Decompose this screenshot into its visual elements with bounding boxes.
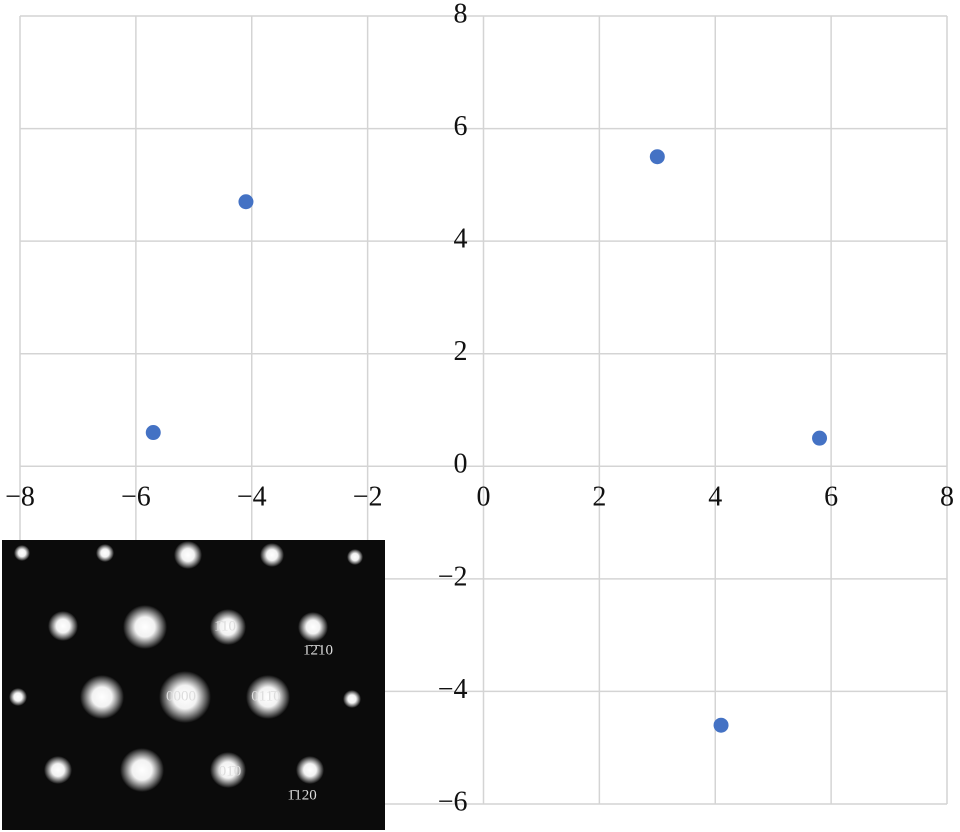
y-tick-label: 6 xyxy=(454,111,468,142)
inset-label: 1̄120 xyxy=(287,787,316,803)
y-tick-label: −6 xyxy=(438,786,468,817)
data-point xyxy=(713,717,729,733)
x-tick-label: 2 xyxy=(592,482,606,513)
inset-label: 1̄10 xyxy=(214,618,236,634)
y-tick-label: 8 xyxy=(454,0,468,29)
data-point xyxy=(145,425,161,441)
x-tick-label: −6 xyxy=(121,482,151,513)
inset-image: 1̄10 1̄2̄10 0000 011̄0 01̄0 1̄120 xyxy=(2,540,385,830)
x-tick-label: −2 xyxy=(353,482,383,513)
y-tick-label: −2 xyxy=(438,561,468,592)
inset-label: 011̄0 xyxy=(251,688,280,704)
data-point xyxy=(649,149,665,165)
x-tick-label: −4 xyxy=(237,482,267,513)
data-point xyxy=(812,430,828,446)
y-tick-label: 4 xyxy=(454,224,468,255)
inset-label: 1̄2̄10 xyxy=(303,642,333,658)
x-tick-label: 8 xyxy=(940,482,954,513)
inset-label: 0000 xyxy=(166,688,196,704)
x-tick-label: 4 xyxy=(708,482,722,513)
diffraction-spots xyxy=(9,541,363,792)
x-tick-label: 6 xyxy=(824,482,838,513)
y-tick-label: −4 xyxy=(438,674,468,705)
y-tick-label: 0 xyxy=(454,449,468,480)
x-tick-label: −8 xyxy=(5,482,35,513)
x-tick-label: 0 xyxy=(477,482,491,513)
inset-label: 01̄0 xyxy=(219,763,242,779)
y-tick-label: 2 xyxy=(454,336,468,367)
data-point xyxy=(238,194,254,210)
